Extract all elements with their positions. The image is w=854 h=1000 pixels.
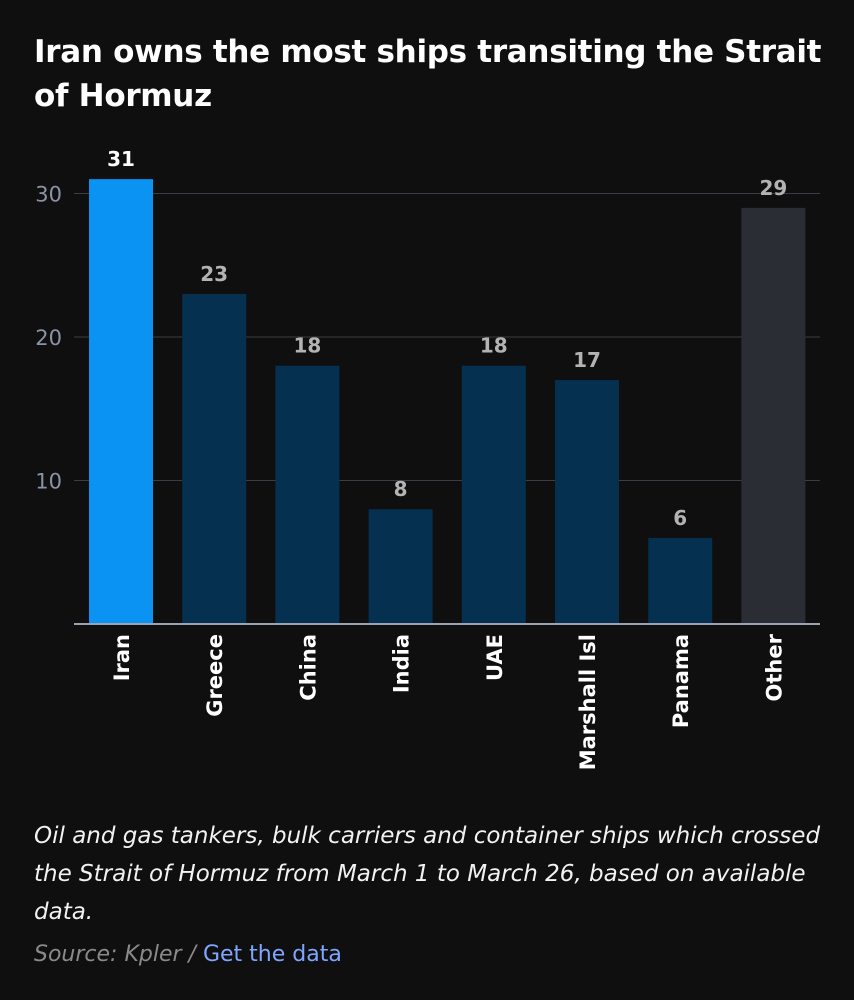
bar-greece [182,293,247,624]
bar-china [275,365,340,624]
data-labels: 31 23 18 8 18 17 6 29 [107,147,787,530]
x-tick-label: Iran [110,634,134,681]
bar-india [368,509,433,624]
source-line: Source: Kpler / Get the data [34,940,342,970]
get-the-data-link[interactable]: Get the data [202,942,342,967]
bars [89,179,806,624]
chart-note: Oil and gas tankers, bulk carriers and c… [34,823,821,925]
x-tick-label: India [390,634,414,693]
chart-title: Iran owns the most ships transiting the … [34,34,822,114]
data-label: 17 [573,348,601,372]
bar-marshall-isl [555,380,619,624]
y-tick-label: 30 [35,183,62,207]
y-tick-label: 10 [35,470,62,494]
bar-iran [89,179,153,624]
x-tick-label: Marshall Isl [576,634,600,770]
y-axis-ticks: 10 20 30 [35,183,62,494]
bar-chart: 10 20 30 31 23 18 8 18 17 6 29 Iran Greece China Ind… [35,147,820,770]
data-label: 31 [107,147,135,171]
data-label: 18 [480,334,508,358]
y-tick-label: 20 [35,326,62,350]
x-tick-label: UAE [483,634,507,681]
x-tick-label: Other [762,633,786,701]
bar-other [741,207,806,624]
source-text: Source: Kpler / [34,942,196,967]
x-tick-label: China [296,634,320,701]
data-label: 29 [759,176,787,200]
x-tick-label: Panama [669,634,693,728]
bar-uae [461,365,526,624]
data-label: 6 [673,506,687,530]
data-label: 8 [394,477,408,501]
data-label: 23 [200,262,228,286]
bar-panama [648,537,713,624]
data-label: 18 [293,334,321,358]
x-tick-label: Greece [203,634,227,717]
x-axis-labels: Iran Greece China India UAE Marshall Isl Panam… [110,633,786,770]
